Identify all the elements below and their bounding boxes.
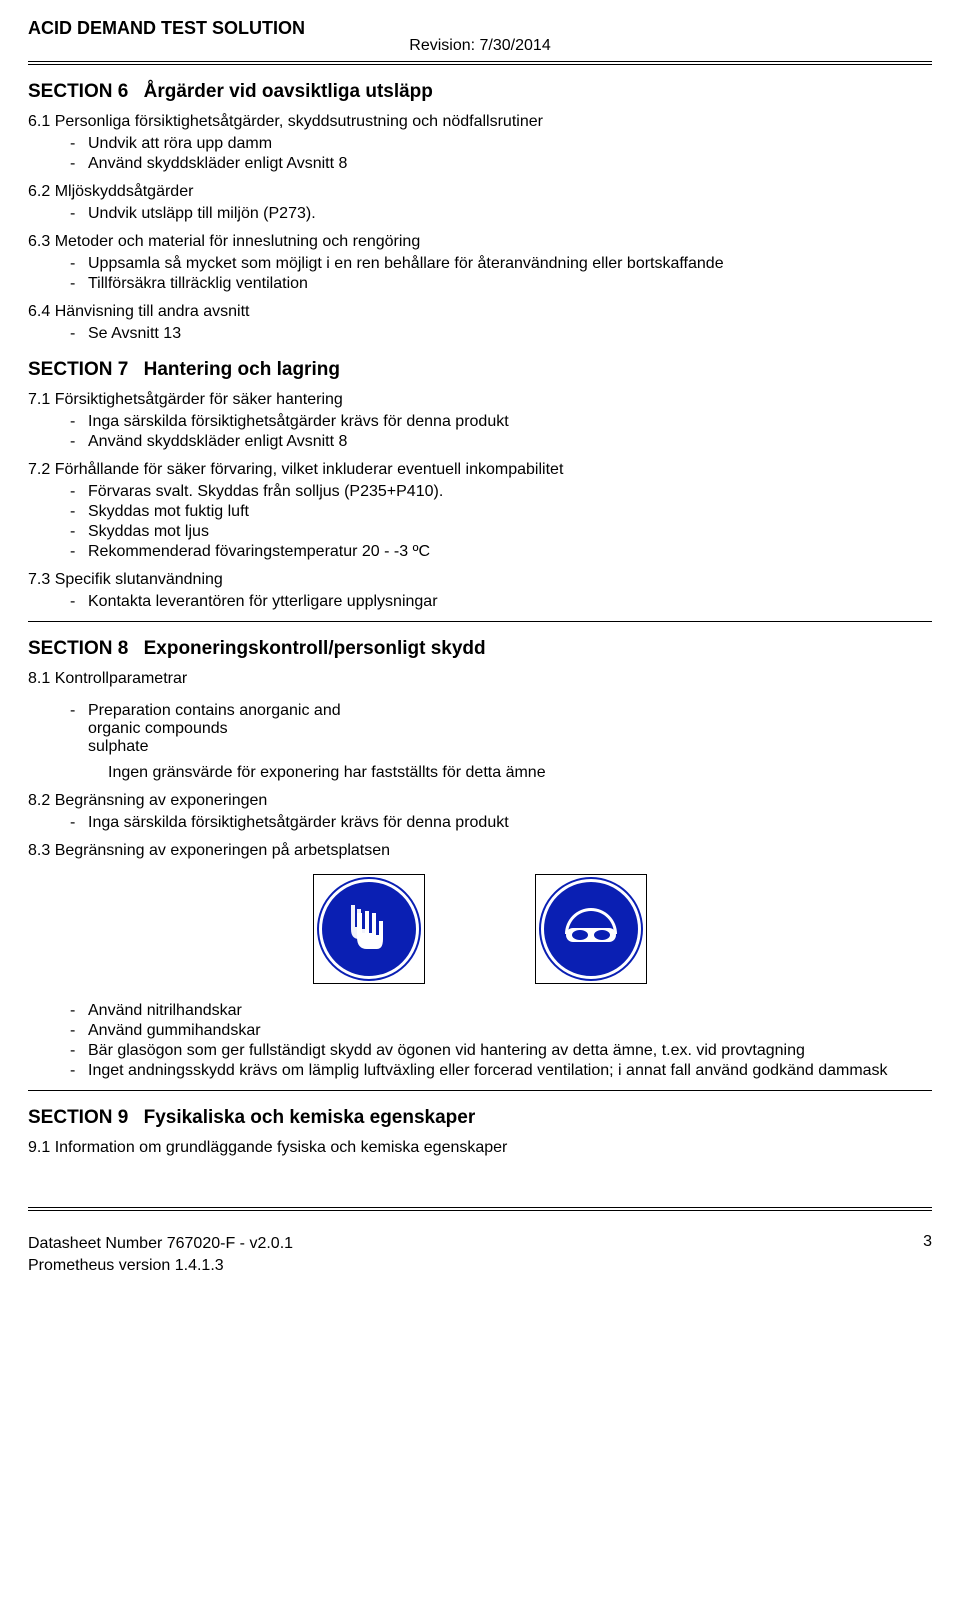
section-6-title: Årgärder vid oavsiktliga utsläpp	[144, 81, 433, 102]
revision-line: Revision: 7/30/2014	[28, 37, 932, 55]
list-item: Se Avsnitt 13	[70, 325, 932, 343]
subsection-7-2: 7.2 Förhållande för säker förvaring, vil…	[28, 461, 932, 479]
list-item: Inga särskilda försiktighetsåtgärder krä…	[70, 413, 932, 431]
subsection-7-1: 7.1 Försiktighetsåtgärder för säker hant…	[28, 391, 932, 409]
text-line: organic compounds	[88, 720, 228, 737]
subsection-8-1: 8.1 Kontrollparametrar	[28, 670, 932, 688]
text-line: Preparation contains anorganic and	[88, 702, 341, 719]
list-item: Undvik att röra upp damm	[70, 135, 932, 153]
safety-icons-row	[28, 874, 932, 984]
list-item: Inga särskilda försiktighetsåtgärder krä…	[70, 814, 932, 832]
list-item: Rekommenderad fövaringstemperatur 20 - -…	[70, 543, 932, 561]
list-6-3: Uppsamla så mycket som möjligt i en ren …	[28, 255, 932, 293]
section-6-heading: SECTION 6 Årgärder vid oavsiktliga utslä…	[28, 81, 932, 103]
section-7-heading: SECTION 7 Hantering och lagring	[28, 359, 932, 381]
list-8-2: Inga särskilda försiktighetsåtgärder krä…	[28, 814, 932, 832]
section-9-title: Fysikaliska och kemiska egenskaper	[144, 1107, 476, 1128]
list-6-4: Se Avsnitt 13	[28, 325, 932, 343]
section-9-heading: SECTION 9 Fysikaliska och kemiska egensk…	[28, 1107, 932, 1129]
list-item: Preparation contains anorganic and organ…	[70, 702, 932, 756]
goggles-svg	[556, 894, 626, 964]
list-item: Använd nitrilhandskar	[70, 1002, 932, 1020]
section-8-heading: SECTION 8 Exponeringskontroll/personligt…	[28, 638, 932, 660]
list-6-2: Undvik utsläpp till miljön (P273).	[28, 205, 932, 223]
subsection-6-4: 6.4 Hänvisning till andra avsnitt	[28, 303, 932, 321]
section-rule	[28, 621, 932, 622]
doc-title: ACID DEMAND TEST SOLUTION	[28, 18, 932, 39]
subsection-6-1: 6.1 Personliga försiktighetsåtgärder, sk…	[28, 113, 932, 131]
list-item: Använd skyddskläder enligt Avsnitt 8	[70, 155, 932, 173]
subsection-9-1: 9.1 Information om grundläggande fysiska…	[28, 1139, 932, 1157]
section-6-num: SECTION 6	[28, 81, 128, 102]
subsection-7-3: 7.3 Specifik slutanvändning	[28, 571, 932, 589]
list-item: Bär glasögon som ger fullständigt skydd …	[70, 1042, 932, 1060]
list-7-2: Förvaras svalt. Skyddas från solljus (P2…	[28, 483, 932, 561]
list-item: Skyddas mot ljus	[70, 523, 932, 541]
subsection-8-2: 8.2 Begränsning av exponeringen	[28, 792, 932, 810]
list-item: Använd skyddskläder enligt Avsnitt 8	[70, 433, 932, 451]
eye-protection-mandatory-icon	[535, 874, 647, 984]
subsection-6-3: 6.3 Metoder och material för inneslutnin…	[28, 233, 932, 251]
list-8-3: Använd nitrilhandskar Använd gummihandsk…	[28, 1002, 932, 1080]
subsection-8-3: 8.3 Begränsning av exponeringen på arbet…	[28, 842, 932, 860]
list-8-1: Preparation contains anorganic and organ…	[28, 702, 932, 756]
list-item: Inget andningsskydd krävs om lämplig luf…	[70, 1062, 932, 1080]
section-7-title: Hantering och lagring	[144, 359, 340, 380]
page-header: ACID DEMAND TEST SOLUTION Revision: 7/30…	[28, 18, 932, 65]
list-item: Undvik utsläpp till miljön (P273).	[70, 205, 932, 223]
list-item: Tillförsäkra tillräcklig ventilation	[70, 275, 932, 293]
list-6-1: Undvik att röra upp damm Använd skyddskl…	[28, 135, 932, 173]
page-number: 3	[923, 1233, 932, 1276]
list-item: Använd gummihandskar	[70, 1022, 932, 1040]
list-7-3: Kontakta leverantören för ytterligare up…	[28, 593, 932, 611]
footer-line-1: Datasheet Number 767020-F - v2.0.1	[28, 1233, 293, 1255]
text-line: sulphate	[88, 738, 149, 755]
section-8-title: Exponeringskontroll/personligt skydd	[144, 638, 486, 659]
footer-line-2: Prometheus version 1.4.1.3	[28, 1255, 293, 1277]
section-9-num: SECTION 9	[28, 1107, 128, 1128]
subsection-6-2: 6.2 Mljöskyddsåtgärder	[28, 183, 932, 201]
section-8-num: SECTION 8	[28, 638, 128, 659]
list-7-1: Inga särskilda försiktighetsåtgärder krä…	[28, 413, 932, 451]
section-rule	[28, 1090, 932, 1091]
list-item: Förvaras svalt. Skyddas från solljus (P2…	[70, 483, 932, 501]
gloves-mandatory-icon	[313, 874, 425, 984]
list-item: Kontakta leverantören för ytterligare up…	[70, 593, 932, 611]
list-item: Uppsamla så mycket som möjligt i en ren …	[70, 255, 932, 273]
page-footer: Datasheet Number 767020-F - v2.0.1 Prome…	[28, 1233, 932, 1276]
text-line: Ingen gränsvärde för exponering har fast…	[28, 764, 932, 782]
footer-rule	[28, 1207, 932, 1211]
section-7-num: SECTION 7	[28, 359, 128, 380]
header-rule	[28, 61, 932, 65]
gloves-svg	[339, 899, 399, 959]
list-item: Skyddas mot fuktig luft	[70, 503, 932, 521]
